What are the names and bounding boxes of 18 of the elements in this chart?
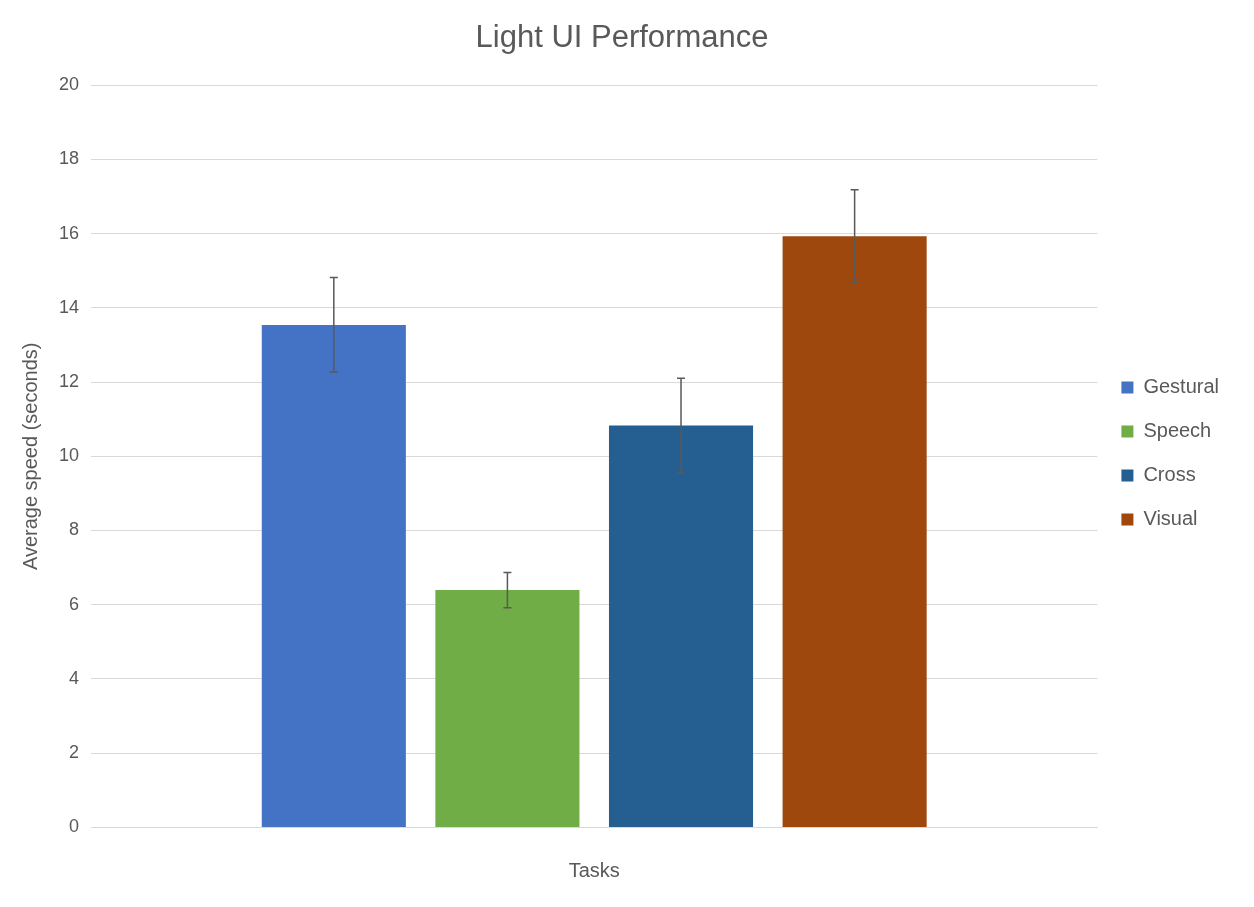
legend-label: Speech <box>1143 419 1212 442</box>
y-tick-label: 20 <box>58 74 80 95</box>
y-tick-label: 8 <box>69 519 80 540</box>
y-tick-label: 16 <box>58 222 80 243</box>
y-tick-label: 0 <box>69 816 80 837</box>
legend-label: Visual <box>1143 507 1198 530</box>
y-tick-label: 6 <box>69 593 80 614</box>
y-axis-title: Average speed (seconds) <box>18 342 41 571</box>
y-tick-label: 18 <box>58 148 80 169</box>
y-tick-label: 14 <box>58 296 80 317</box>
y-tick-label: 2 <box>69 742 80 763</box>
y-tick-label: 10 <box>58 445 80 466</box>
chart-title: Light UI Performance <box>475 19 769 55</box>
y-tick-label: 12 <box>58 371 80 392</box>
legend-label: Cross <box>1143 463 1196 486</box>
legend-label: Gestural <box>1143 375 1220 398</box>
y-tick-label: 4 <box>69 667 80 688</box>
x-axis-title: Tasks <box>568 858 620 881</box>
